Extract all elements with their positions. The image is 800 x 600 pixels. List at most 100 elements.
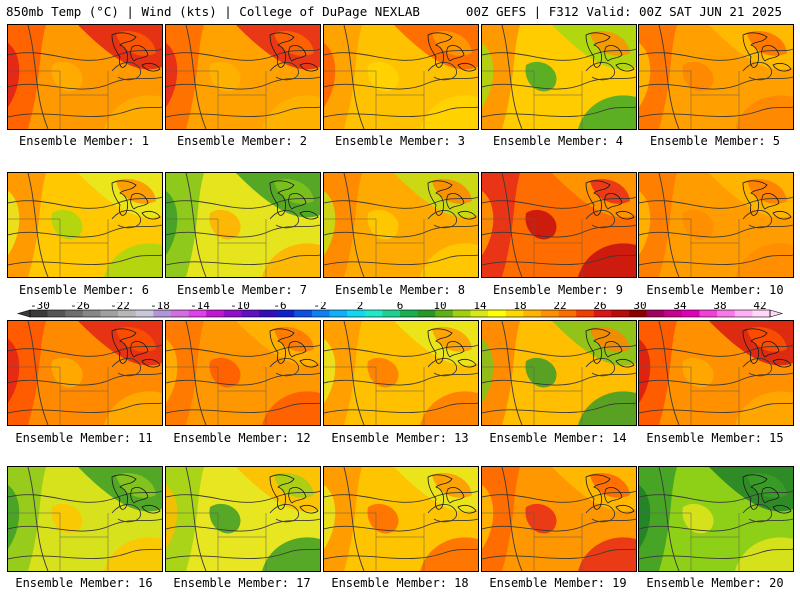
ensemble-map-panel xyxy=(165,466,321,572)
temperature-shading xyxy=(482,43,494,107)
state-borders xyxy=(639,218,740,277)
temperature-shading xyxy=(8,339,20,403)
temperature-shading xyxy=(735,95,793,129)
temperature-shading xyxy=(590,179,630,204)
height-contour xyxy=(166,490,320,503)
height-contour xyxy=(324,48,478,61)
temperature-shading xyxy=(735,537,793,571)
great-lakes-outline xyxy=(427,474,477,514)
temperature-shading xyxy=(209,61,241,92)
run-valid-time: 00Z GEFS | F312 Valid: 00Z SAT JUN 21 20… xyxy=(465,4,782,19)
colorbar-tick-label: 6 xyxy=(397,302,404,312)
temperature-shading xyxy=(482,339,494,403)
colorbar-swatch xyxy=(276,310,295,317)
temperature-map xyxy=(324,321,478,425)
colorbar-swatch xyxy=(717,310,736,317)
height-contour xyxy=(639,518,793,532)
state-borders xyxy=(639,70,740,129)
temperature-shading xyxy=(324,25,362,129)
temperature-shading xyxy=(262,95,320,129)
temperature-shading xyxy=(578,95,636,129)
temperature-shading xyxy=(639,191,651,255)
great-lakes-outline xyxy=(427,328,477,368)
temperature-shading xyxy=(324,467,362,571)
state-borders xyxy=(324,218,425,277)
temperature-map xyxy=(639,25,793,129)
height-contour xyxy=(501,25,523,129)
temperature-shading xyxy=(639,43,651,107)
height-contour xyxy=(324,372,478,386)
height-contour xyxy=(166,48,320,61)
colorbar-graphic: -30 -26 -22 -18 -14 -10 -6 -2 2 6 10 14 18 22 26 30 34 38… xyxy=(16,302,784,318)
ensemble-map-panel xyxy=(481,320,637,426)
ensemble-member-caption: Ensemble Member: 18 xyxy=(331,576,469,590)
height-contour xyxy=(343,467,365,571)
state-borders xyxy=(324,70,425,129)
colorbar-swatch xyxy=(752,310,771,317)
temperature-shading xyxy=(104,391,162,425)
ensemble-member-caption: Ensemble Member: 1 xyxy=(18,134,150,148)
temperature-shading xyxy=(432,31,472,56)
colorbar-tick-label: 34 xyxy=(673,302,687,312)
colorbar-swatch xyxy=(206,310,225,317)
height-contour xyxy=(343,25,365,129)
colorbar-swatch xyxy=(488,310,507,317)
height-contour xyxy=(639,402,793,414)
colorbar-swatch xyxy=(523,310,542,317)
height-contour xyxy=(658,467,680,571)
state-borders xyxy=(166,218,267,277)
ensemble-member-caption: Ensemble Member: 19 xyxy=(489,576,627,590)
temperature-shading xyxy=(104,243,162,277)
temperature-shading xyxy=(116,31,156,56)
great-lakes-outline xyxy=(427,180,477,220)
ensemble-map-panel xyxy=(323,172,479,278)
ensemble-map-panel xyxy=(638,24,794,130)
colorbar-tick-label: 26 xyxy=(593,302,606,312)
temperature-map xyxy=(8,25,162,129)
height-contour xyxy=(482,548,636,560)
height-contour xyxy=(8,518,162,532)
height-contour xyxy=(8,254,162,266)
height-contour xyxy=(482,344,636,357)
temperature-map xyxy=(482,321,636,425)
great-lakes-outline xyxy=(269,32,319,72)
temperature-shading xyxy=(8,485,20,549)
state-borders xyxy=(166,70,267,129)
height-contour xyxy=(27,173,49,277)
temperature-shading xyxy=(51,209,83,240)
height-contour xyxy=(166,548,320,560)
temperature-shading xyxy=(578,391,636,425)
state-borders xyxy=(639,366,740,425)
height-contour xyxy=(27,467,49,571)
temperature-shading xyxy=(324,173,362,277)
colorbar-swatch xyxy=(576,310,595,317)
state-borders xyxy=(166,512,267,571)
ensemble-map-panel xyxy=(7,320,163,426)
temperature-shading xyxy=(324,485,336,549)
great-lakes-outline xyxy=(427,32,477,72)
temperature-shading xyxy=(639,25,677,129)
temperature-shading xyxy=(274,327,314,352)
temperature-shading xyxy=(482,173,520,277)
ensemble-map-panel xyxy=(481,24,637,130)
height-contour xyxy=(639,372,793,386)
ensemble-member-caption: Ensemble Member: 9 xyxy=(492,283,624,297)
temperature-shading xyxy=(482,25,520,129)
height-contour xyxy=(482,224,636,238)
ensemble-member-caption: Ensemble Member: 11 xyxy=(15,431,153,445)
ensemble-map-panel xyxy=(7,24,163,130)
colorbar-swatch xyxy=(153,310,172,317)
colorbar-swatch xyxy=(452,310,471,317)
temperature-shading xyxy=(367,503,399,534)
height-contour xyxy=(185,173,207,277)
colorbar-outline xyxy=(29,309,771,318)
height-contour xyxy=(482,106,636,118)
height-contour xyxy=(658,25,680,129)
colorbar-swatch xyxy=(699,310,718,317)
temperature-map xyxy=(482,467,636,571)
colorbar-swatch xyxy=(311,310,330,317)
chart-title: 850mb Temp (°C) | Wind (kts) | College o… xyxy=(6,4,420,19)
temperature-shading xyxy=(578,537,636,571)
temperature-shading xyxy=(420,537,478,571)
colorbar-tick-label: 10 xyxy=(433,302,446,312)
